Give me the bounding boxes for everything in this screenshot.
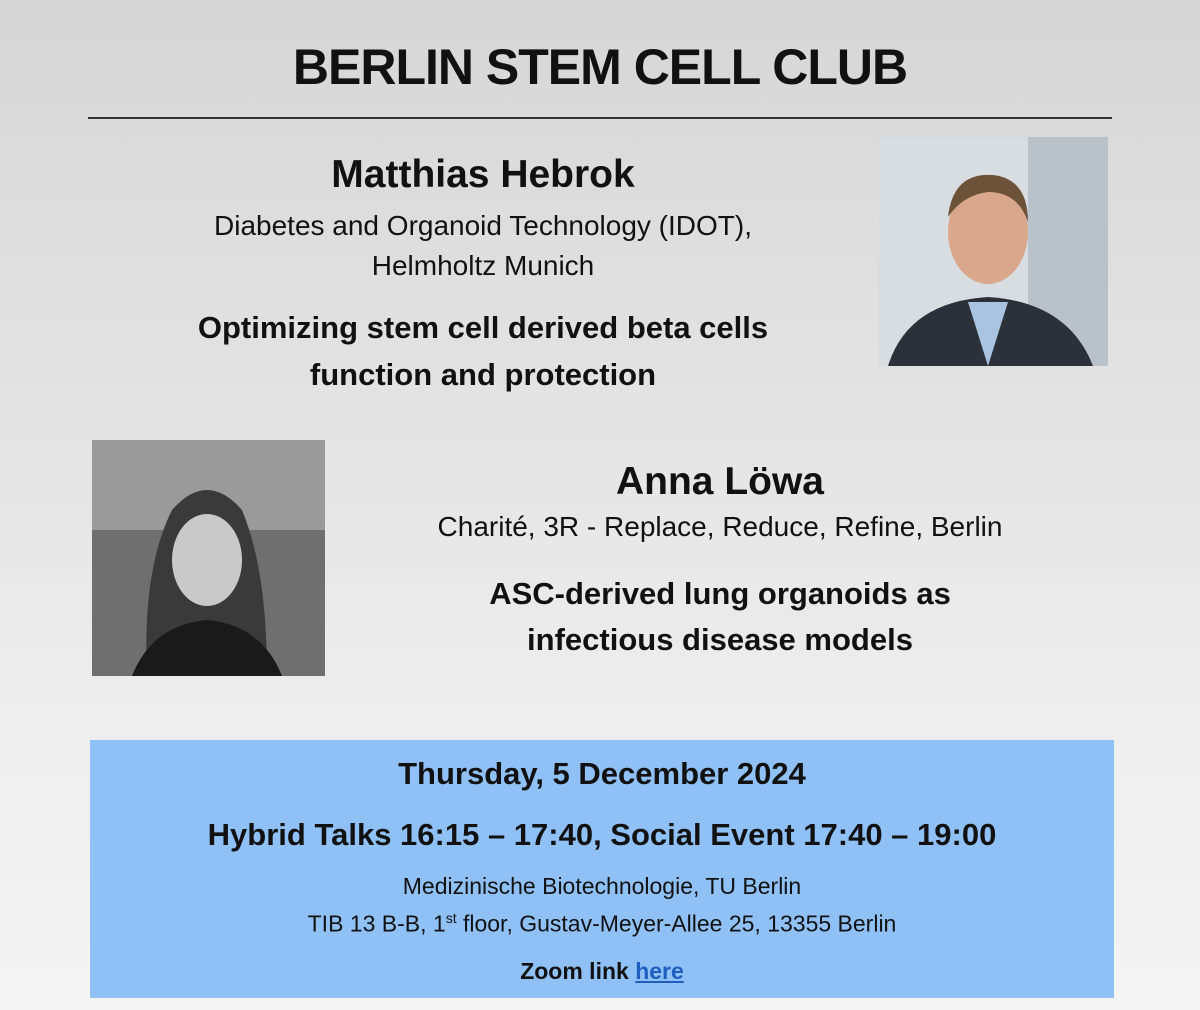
speaker-photo xyxy=(878,137,1108,366)
zoom-line: Zoom link here xyxy=(90,958,1114,985)
event-date: Thursday, 5 December 2024 xyxy=(398,756,806,791)
location-text: TIB 13 B-B, 1 xyxy=(307,910,446,937)
divider xyxy=(88,117,1112,119)
affiliation: Diabetes and Organoid Technology (IDOT), xyxy=(214,210,752,241)
zoom-link[interactable]: here xyxy=(635,958,684,984)
talk-title: Optimizing stem cell derived beta cells xyxy=(197,310,769,345)
event-schedule: Hybrid Talks 16:15 – 17:40, Social Event… xyxy=(207,817,997,852)
affiliation: Charité, 3R - Replace, Reduce, Refine, B… xyxy=(437,511,1003,542)
location-text: floor, Gustav-Meyer-Allee 25, 13355 Berl… xyxy=(456,910,897,937)
affiliation: Helmholtz Munich xyxy=(371,250,595,281)
event-box xyxy=(90,740,1114,998)
speaker-name: Matthias Hebrok xyxy=(331,153,635,196)
talk-title: ASC-derived lung organoids as xyxy=(489,576,951,611)
speaker-name: Anna Löwa xyxy=(615,460,824,503)
location: TIB 13 B-B, 1st floor, Gustav-Meyer-Alle… xyxy=(90,910,1114,938)
title: BERLIN STEM CELL CLUB xyxy=(292,39,908,95)
talk-title: infectious disease models xyxy=(527,622,913,657)
zoom-label: Zoom link xyxy=(520,958,629,984)
superscript: st xyxy=(445,910,457,926)
speaker-photo xyxy=(92,440,325,676)
talk-title: function and protection xyxy=(309,357,657,392)
location: Medizinische Biotechnologie, TU Berlin xyxy=(402,873,802,899)
